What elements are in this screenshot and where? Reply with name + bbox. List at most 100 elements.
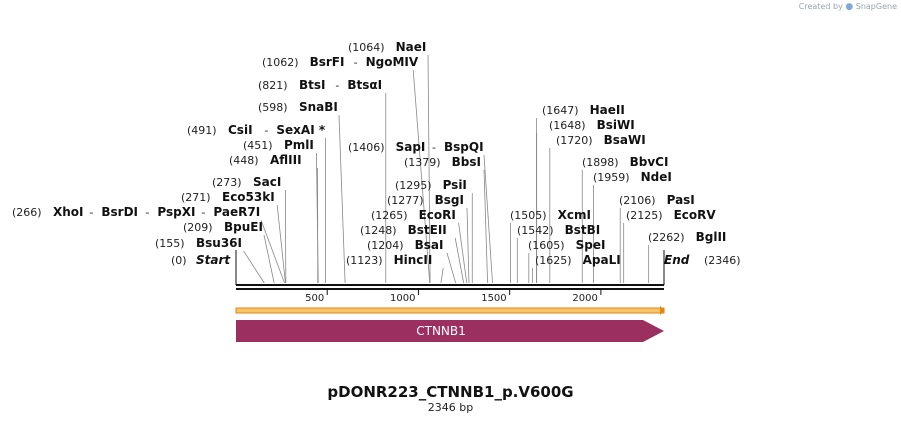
site-ndei[interactable]: (1959) NdeI xyxy=(593,170,672,184)
site-bstbi[interactable]: (1542) BstBI xyxy=(517,223,600,237)
site-bsgi[interactable]: (1277) BsgI xyxy=(387,193,464,207)
site-leader-line xyxy=(454,237,465,284)
site-enzyme-name: BglII xyxy=(696,230,727,244)
site-bbvci[interactable]: (1898) BbvCI xyxy=(582,155,668,169)
site-pos-label: (451) xyxy=(243,139,273,152)
site-enzyme-name: PaeR7I xyxy=(213,205,260,219)
site-enzyme-name: BtsαI xyxy=(347,78,382,92)
site-pos-label: (155) xyxy=(155,237,185,250)
site-pos-label: (1720) xyxy=(556,134,593,147)
site-csii[interactable]: (491) CsiI - SexAI * xyxy=(187,123,326,137)
site-spei[interactable]: (1605) SpeI xyxy=(528,238,605,252)
site-bbsi[interactable]: (1379) BbsI xyxy=(404,155,481,169)
site-leader-line xyxy=(483,169,488,284)
end-label: End xyxy=(664,253,690,267)
orf-bar xyxy=(235,306,665,315)
site-enzyme-name: NgoMIV xyxy=(366,55,419,69)
end-marker: End (2346) xyxy=(664,253,741,267)
site-enzyme-name: BbsI xyxy=(452,155,481,169)
site-hincii[interactable]: (1123) HincII xyxy=(346,253,432,267)
site-enzyme-name: HincII xyxy=(394,253,433,267)
site-pos-label: (266) xyxy=(12,206,42,219)
site-leader-line xyxy=(316,152,319,284)
site-enzyme-name: SnaBI xyxy=(299,100,338,114)
credit-brand: SnapGene xyxy=(855,2,897,11)
site-leader-line xyxy=(412,69,431,284)
site-separator: - xyxy=(335,79,339,92)
site-leader-lines xyxy=(243,54,650,284)
site-bsawi[interactable]: (1720) BsaWI xyxy=(556,133,646,147)
site-naei[interactable]: (1064) NaeI xyxy=(348,40,426,54)
site-ecori[interactable]: (1265) EcoRI xyxy=(371,208,456,222)
site-enzyme-name: BsiWI xyxy=(597,118,635,132)
site-enzyme-name: PsiI xyxy=(443,178,467,192)
ruler-label-1500: 1500 xyxy=(481,293,506,304)
site-pos-label: (1605) xyxy=(528,239,565,252)
site-afliii[interactable]: (448) AflIII xyxy=(229,153,302,167)
site-bsrfi[interactable]: (1062) BsrFI - NgoMIV xyxy=(262,55,419,69)
site-enzyme-name: Eco53kI xyxy=(222,190,275,204)
site-bsai[interactable]: (1204) BsaI xyxy=(367,238,443,252)
site-pos-label: (1265) xyxy=(371,209,408,222)
site-saci[interactable]: (273) SacI xyxy=(212,175,281,189)
site-pasi[interactable]: (2106) PasI xyxy=(619,193,695,207)
site-pos-label: (1123) xyxy=(346,254,383,267)
site-pmli[interactable]: (451) PmlI xyxy=(243,138,314,152)
site-separator: - xyxy=(89,206,93,219)
site-leader-line xyxy=(276,204,286,284)
site-xhoi[interactable]: (266) XhoI - BsrDI - PspXI - PaeR7I xyxy=(12,205,260,219)
site-enzyme-name: Bsu36I xyxy=(196,236,242,250)
ruler-label-2000: 2000 xyxy=(572,293,597,304)
site-sapi[interactable]: (1406) SapI - BspQI xyxy=(348,140,484,154)
ruler-label-500: 500 xyxy=(305,293,324,304)
site-pos-label: (1625) xyxy=(535,254,572,267)
credit-prefix: Created by xyxy=(798,2,843,11)
site-enzyme-name: ApaLI xyxy=(583,253,621,267)
site-bsu36i[interactable]: (155) Bsu36I xyxy=(155,236,242,250)
site-pos-label: (1064) xyxy=(348,41,385,54)
site-bsteii[interactable]: (1248) BstEII xyxy=(360,223,447,237)
site-enzyme-name: AflIII xyxy=(270,153,302,167)
site-pos-label: (1379) xyxy=(404,156,441,169)
site-enzyme-name: CsiI xyxy=(228,123,253,137)
site-xcmi[interactable]: (1505) XcmI xyxy=(510,208,591,222)
site-pos-label: (1295) xyxy=(395,179,432,192)
end-pos-label: (2346) xyxy=(704,254,741,267)
site-leader-line xyxy=(260,219,285,284)
site-enzyme-name: PasI xyxy=(667,193,695,207)
site-leader-line xyxy=(243,250,265,284)
site-bsiwi[interactable]: (1648) BsiWI xyxy=(549,118,635,132)
site-enzyme-name: NdeI xyxy=(641,170,672,184)
site-snabi[interactable]: (598) SnaBI xyxy=(258,100,338,114)
backbone xyxy=(236,284,664,290)
site-labels: (155) Bsu36I(209) BpuEI(266) XhoI - BsrDI - Psp… xyxy=(12,40,726,267)
site-pos-label: (271) xyxy=(181,191,211,204)
site-btsi[interactable]: (821) BtsI - BtsαI xyxy=(258,78,382,92)
site-pos-label: (1505) xyxy=(510,209,547,222)
site-enzyme-name: EcoRI xyxy=(419,208,456,222)
site-pos-label: (1898) xyxy=(582,156,619,169)
ruler: 500 1000 1500 2000 xyxy=(235,250,665,304)
site-psii[interactable]: (1295) PsiI xyxy=(395,178,467,192)
site-eco53ki[interactable]: (271) Eco53kI xyxy=(181,190,275,204)
site-bpuei[interactable]: (209) BpuEI xyxy=(183,220,263,234)
site-separator: - xyxy=(145,206,149,219)
site-enzyme-name: PspXI xyxy=(157,205,195,219)
map-title: pDONR223_CTNNB1_p.V600G xyxy=(327,383,574,401)
feature-ctnnb1[interactable]: CTNNB1 xyxy=(236,320,664,342)
start-pos-label: (0) xyxy=(171,254,187,267)
site-enzyme-name: SpeI xyxy=(576,238,606,252)
site-bglii[interactable]: (2262) BglII xyxy=(648,230,726,244)
site-apali[interactable]: (1625) ApaLI xyxy=(535,253,621,267)
site-leader-line xyxy=(338,114,346,284)
site-leader-line xyxy=(263,234,275,284)
site-pos-label: (598) xyxy=(258,101,288,114)
site-pos-label: (1542) xyxy=(517,224,554,237)
site-pos-label: (1277) xyxy=(387,194,424,207)
site-pos-label: (1406) xyxy=(348,141,385,154)
site-ecorv[interactable]: (2125) EcoRV xyxy=(626,208,716,222)
site-haeii[interactable]: (1647) HaeII xyxy=(542,103,625,117)
site-enzyme-name: BpuEI xyxy=(224,220,263,234)
site-leader-line xyxy=(458,222,468,284)
site-enzyme-name: BbvCI xyxy=(630,155,669,169)
